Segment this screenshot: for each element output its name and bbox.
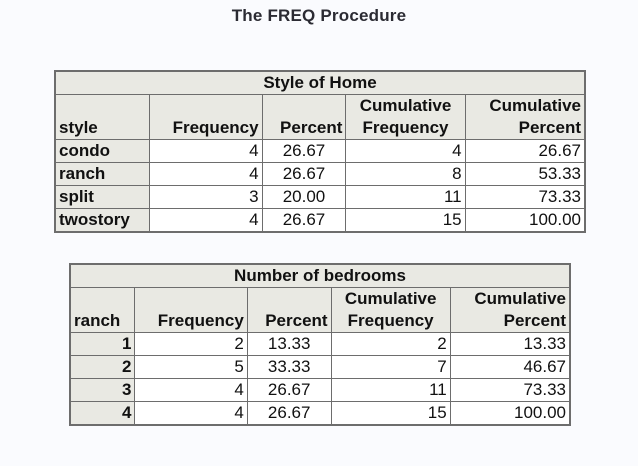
column-header-frequency: Frequency (134, 287, 248, 333)
column-header-cumulative-frequency: Cumulative Frequency (330, 287, 451, 333)
cumulative-percent-cell: 73.33 (464, 185, 586, 209)
table-row: condo 4 26.67 4 26.67 (54, 139, 586, 163)
cumulative-percent-cell: 73.33 (449, 378, 571, 402)
cumulative-frequency-cell: 2 (330, 332, 451, 356)
percent-cell: 26.67 (261, 139, 347, 163)
header-line-2: Frequency (347, 311, 434, 330)
row-label: ranch (54, 162, 151, 186)
cumulative-frequency-cell: 8 (345, 162, 466, 186)
cumulative-percent-cell: 53.33 (464, 162, 586, 186)
column-header-frequency: Frequency (149, 94, 263, 140)
cumulative-frequency-cell: 4 (345, 139, 466, 163)
frequency-cell: 4 (134, 378, 248, 402)
row-label: 2 (69, 355, 136, 379)
table-caption: Number of bedrooms (69, 263, 571, 288)
row-label: split (54, 185, 151, 209)
table-header-row: style Frequency Percent Cumulative Frequ… (54, 94, 586, 140)
header-line-2: Frequency (362, 118, 449, 137)
percent-cell: 26.67 (261, 208, 347, 233)
cumulative-frequency-cell: 15 (345, 208, 466, 233)
cumulative-percent-cell: 46.67 (449, 355, 571, 379)
header-line-1: Cumulative (344, 289, 437, 308)
column-header-variable: ranch (69, 287, 136, 333)
frequency-cell: 4 (149, 208, 263, 233)
header-line-1: Cumulative (474, 289, 566, 308)
column-header-cumulative-frequency: Cumulative Frequency (345, 94, 466, 140)
column-header-percent: Percent (261, 94, 347, 140)
table-caption-row: Number of bedrooms (69, 263, 571, 288)
percent-cell: 33.33 (246, 355, 332, 379)
table-row: 4 4 26.67 15 100.00 (69, 401, 571, 426)
frequency-cell: 3 (149, 185, 263, 209)
row-label: 3 (69, 378, 136, 402)
percent-cell: 26.67 (246, 401, 332, 426)
cumulative-percent-cell: 13.33 (449, 332, 571, 356)
percent-cell: 26.67 (261, 162, 347, 186)
header-line-1: Cumulative (359, 96, 452, 115)
table-caption: Style of Home (54, 70, 586, 95)
row-label: condo (54, 139, 151, 163)
table-caption-row: Style of Home (54, 70, 586, 95)
style-frequency-table: Style of Home style Frequency Percent Cu… (54, 70, 586, 233)
cumulative-percent-cell: 100.00 (449, 401, 571, 426)
cumulative-frequency-cell: 11 (345, 185, 466, 209)
column-header-cumulative-percent: Cumulative Percent (464, 94, 586, 140)
procedure-title: The FREQ Procedure (231, 6, 407, 25)
row-label: twostory (54, 208, 151, 233)
table-header-row: ranch Frequency Percent Cumulative Frequ… (69, 287, 571, 333)
table-row: 3 4 26.67 11 73.33 (69, 378, 571, 402)
row-label: 4 (69, 401, 136, 426)
frequency-cell: 5 (134, 355, 248, 379)
cumulative-frequency-cell: 11 (330, 378, 451, 402)
table-row: twostory 4 26.67 15 100.00 (54, 208, 586, 233)
header-line-2: Percent (518, 118, 581, 137)
column-header-cumulative-percent: Cumulative Percent (449, 287, 571, 333)
percent-cell: 13.33 (246, 332, 332, 356)
cumulative-frequency-cell: 7 (330, 355, 451, 379)
frequency-cell: 4 (149, 162, 263, 186)
cumulative-percent-cell: 100.00 (464, 208, 586, 233)
cumulative-percent-cell: 26.67 (464, 139, 586, 163)
bedrooms-frequency-table: Number of bedrooms ranch Frequency Perce… (69, 263, 571, 426)
table-row: 1 2 13.33 2 13.33 (69, 332, 571, 356)
header-line-2: Percent (503, 311, 566, 330)
column-header-variable: style (54, 94, 151, 140)
table-row: ranch 4 26.67 8 53.33 (54, 162, 586, 186)
header-line-1: Cumulative (489, 96, 581, 115)
cumulative-frequency-cell: 15 (330, 401, 451, 426)
percent-cell: 26.67 (246, 378, 332, 402)
row-label: 1 (69, 332, 136, 356)
percent-cell: 20.00 (261, 185, 347, 209)
frequency-cell: 2 (134, 332, 248, 356)
table-row: 2 5 33.33 7 46.67 (69, 355, 571, 379)
table-row: split 3 20.00 11 73.33 (54, 185, 586, 209)
frequency-cell: 4 (134, 401, 248, 426)
frequency-cell: 4 (149, 139, 263, 163)
column-header-percent: Percent (246, 287, 332, 333)
